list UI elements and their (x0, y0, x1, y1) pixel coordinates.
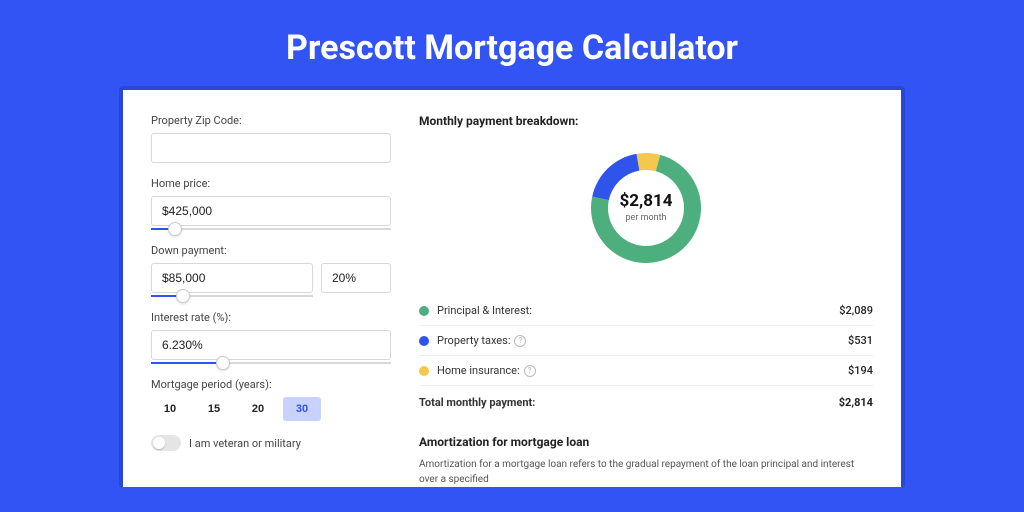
info-icon[interactable]: ? (524, 365, 536, 377)
interest-rate-slider-fill (151, 362, 223, 364)
veteran-toggle[interactable] (151, 435, 181, 451)
mortgage-period-option-30[interactable]: 30 (283, 397, 321, 421)
info-icon[interactable]: ? (514, 335, 526, 347)
page-container: Prescott Mortgage Calculator Property Zi… (0, 0, 1024, 512)
home-price-input[interactable] (151, 196, 391, 226)
legend-dot-icon (419, 306, 429, 316)
legend-amount: $531 (848, 334, 873, 347)
home-price-field-group: Home price: (151, 177, 391, 230)
down-payment-row (151, 263, 391, 297)
legend-dot-icon (419, 336, 429, 346)
amortization-section: Amortization for mortgage loan Amortizat… (419, 435, 873, 487)
legend-dot-icon (419, 366, 429, 376)
mortgage-period-option-15[interactable]: 15 (195, 397, 233, 421)
down-payment-slider[interactable] (151, 295, 313, 297)
calculator-card: Property Zip Code: Home price: Down paym… (123, 90, 901, 487)
legend-amount: $2,089 (839, 304, 873, 317)
home-price-label: Home price: (151, 177, 391, 190)
total-row: Total monthly payment: $2,814 (419, 386, 873, 417)
amortization-text: Amortization for a mortgage loan refers … (419, 457, 873, 487)
legend-label-text: Home insurance: (437, 364, 520, 377)
legend-list: Principal & Interest: $2,089 Property taxe… (419, 296, 873, 386)
donut-chart-wrap: $2,814 per month (419, 138, 873, 278)
down-payment-label: Down payment: (151, 244, 391, 257)
legend-label: Home insurance:? (437, 364, 848, 377)
down-payment-field-group: Down payment: (151, 244, 391, 297)
zip-field-group: Property Zip Code: (151, 114, 391, 163)
veteran-toggle-row: I am veteran or military (151, 435, 391, 451)
legend-label-text: Principal & Interest: (437, 304, 532, 317)
breakdown-title: Monthly payment breakdown: (419, 114, 873, 128)
zip-label: Property Zip Code: (151, 114, 391, 127)
mortgage-period-option-20[interactable]: 20 (239, 397, 277, 421)
amortization-title: Amortization for mortgage loan (419, 435, 873, 449)
home-price-slider[interactable] (151, 228, 391, 230)
legend-row: Principal & Interest: $2,089 (419, 296, 873, 326)
page-title: Prescott Mortgage Calculator (0, 0, 1024, 86)
card-wrap: Property Zip Code: Home price: Down paym… (119, 86, 905, 487)
legend-label: Property taxes:? (437, 334, 848, 347)
donut-chart: $2,814 per month (586, 148, 706, 268)
total-label: Total monthly payment: (419, 396, 839, 409)
total-amount: $2,814 (839, 396, 873, 409)
down-payment-slider-thumb[interactable] (176, 289, 190, 303)
form-column: Property Zip Code: Home price: Down paym… (151, 114, 391, 487)
interest-rate-input[interactable] (151, 330, 391, 360)
down-payment-pct-input[interactable] (321, 263, 391, 293)
interest-rate-field-group: Interest rate (%): (151, 311, 391, 364)
legend-row: Property taxes:?$531 (419, 326, 873, 356)
zip-input[interactable] (151, 133, 391, 163)
breakdown-column: Monthly payment breakdown: $2,814 per mon… (419, 114, 873, 487)
down-payment-amount-input[interactable] (151, 263, 313, 293)
home-price-slider-thumb[interactable] (168, 222, 182, 236)
mortgage-period-field-group: Mortgage period (years): 10152030 (151, 378, 391, 421)
legend-label: Principal & Interest: (437, 304, 839, 317)
down-payment-amount-wrap (151, 263, 313, 297)
interest-rate-slider[interactable] (151, 362, 391, 364)
donut-center-value: $2,814 (620, 191, 673, 211)
veteran-toggle-label: I am veteran or military (189, 437, 301, 450)
interest-rate-slider-thumb[interactable] (216, 356, 230, 370)
donut-center-sub: per month (625, 213, 666, 223)
legend-amount: $194 (848, 364, 873, 377)
mortgage-period-label: Mortgage period (years): (151, 378, 391, 391)
mortgage-period-option-10[interactable]: 10 (151, 397, 189, 421)
interest-rate-label: Interest rate (%): (151, 311, 391, 324)
veteran-toggle-knob (153, 437, 165, 449)
mortgage-period-options: 10152030 (151, 397, 391, 421)
legend-label-text: Property taxes: (437, 334, 510, 347)
legend-row: Home insurance:?$194 (419, 356, 873, 386)
